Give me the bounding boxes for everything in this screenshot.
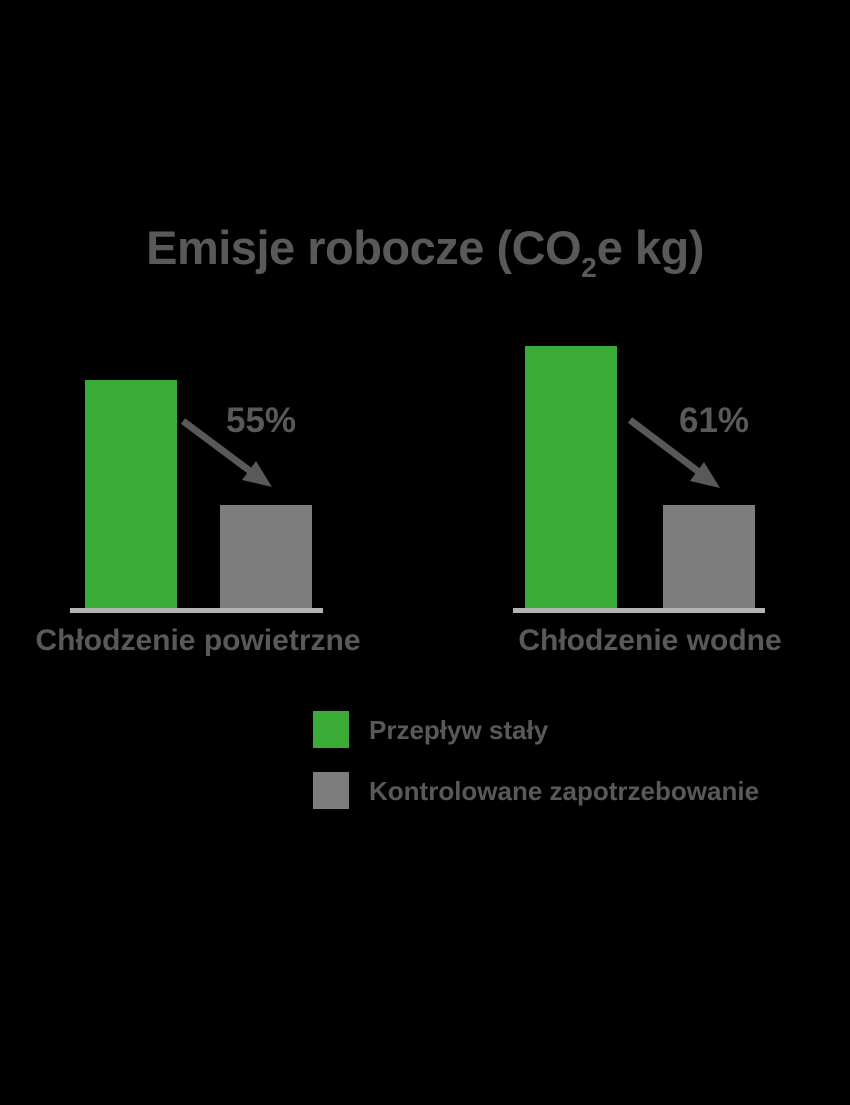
bar-water-cooling-controlled-demand — [663, 505, 755, 608]
legend-label-constant-flow: Przepływ stały — [369, 714, 549, 745]
chart-title-subscript: 2 — [581, 252, 597, 283]
legend-label-controlled-demand: Kontrolowane zapotrzebowanie — [369, 775, 760, 806]
axis-baseline-right — [513, 608, 765, 613]
axis-baseline-left — [70, 608, 323, 613]
legend-swatch-green — [313, 711, 349, 748]
legend-item-constant-flow: Przepływ stały — [313, 711, 548, 748]
chart-title-text: Emisje robocze (CO — [146, 221, 582, 274]
category-label-air-cooling: Chłodzenie powietrzne — [35, 624, 361, 657]
bar-water-cooling-constant-flow — [525, 346, 617, 608]
chart-title-text-end: e kg) — [596, 221, 705, 274]
reduction-label-air-cooling: 55% — [226, 401, 297, 440]
legend-item-controlled-demand: Kontrolowane zapotrzebowanie — [313, 772, 759, 809]
chart-title: Emisje robocze (CO2e kg) — [0, 221, 850, 283]
category-label-water-cooling: Chłodzenie wodne — [518, 624, 782, 657]
bar-air-cooling-constant-flow — [85, 380, 177, 608]
legend-swatch-gray — [313, 772, 349, 809]
reduction-label-water-cooling: 61% — [679, 401, 750, 440]
bar-air-cooling-controlled-demand — [220, 505, 312, 608]
